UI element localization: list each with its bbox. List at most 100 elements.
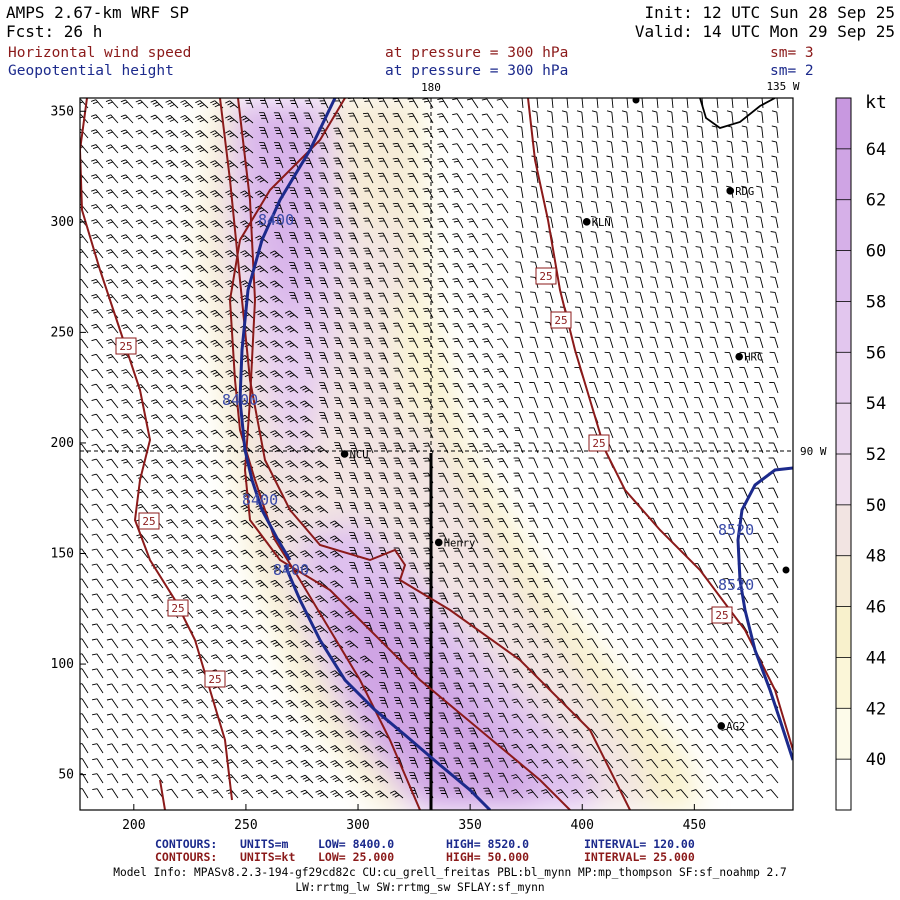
colorbar-label: 42 <box>866 699 886 719</box>
speed-label: 25 <box>715 609 728 622</box>
speed-label: 25 <box>119 340 132 353</box>
speed-labels: 25 25 25 25 25 25 25 25 <box>115 267 733 688</box>
station-label: NCU <box>350 449 369 461</box>
model-info-line2: LW:rrtmg_lw SW:rrtmg_sw SFLAY:sf_mynn <box>295 881 544 894</box>
speed-label: 25 <box>592 437 605 450</box>
colorbar-swatch <box>836 403 851 455</box>
contours-blue-interval: INTERVAL= 120.00 <box>584 837 695 851</box>
model-title: AMPS 2.67-km WRF SP <box>6 3 189 22</box>
field1-level: at pressure = 300 hPa <box>385 45 568 61</box>
field1-name: Horizontal wind speed <box>8 45 191 61</box>
colorbar-label: 52 <box>866 445 886 465</box>
station-marker <box>735 352 743 361</box>
y-tick-label: 350 <box>51 104 74 119</box>
x-tick-label: 350 <box>458 818 481 833</box>
speed-label: 25 <box>208 673 221 686</box>
x-tick-label: 200 <box>122 818 145 833</box>
y-tick-label: 250 <box>51 325 74 340</box>
lon-180-label: 180 <box>421 81 441 94</box>
colorbar-swatch <box>836 606 851 658</box>
station-marker <box>434 538 443 547</box>
speed-label-box <box>167 599 189 617</box>
colorbar-swatch <box>836 301 851 353</box>
speed-label: 25 <box>554 314 567 327</box>
y-axis: 50 100 150 200 250 300 350 <box>51 104 86 783</box>
colorbar-swatch <box>836 98 851 150</box>
x-axis: 200 250 300 350 400 450 <box>122 804 706 833</box>
station-marker-edge <box>632 98 640 104</box>
colorbar-swatch <box>836 555 851 608</box>
speed-label: 25 <box>142 515 155 528</box>
coastline <box>699 98 776 129</box>
speed-label: 25 <box>539 270 552 283</box>
contours-blue-high: HIGH= 8520.0 <box>446 837 529 851</box>
height-contours <box>238 98 793 810</box>
speed-label: 25 <box>171 602 184 615</box>
valid-time: Valid: 14 UTC Mon 29 Sep 25 <box>635 22 895 41</box>
colorbar-label: 64 <box>866 140 886 160</box>
colorbar: 64 62 60 58 56 54 52 50 48 46 44 42 40 <box>835 97 886 811</box>
speed-label-box <box>204 670 226 688</box>
station-markers: KLN RDG HRC NCU Henry AG2 <box>340 186 763 733</box>
station-label: Henry <box>444 537 476 549</box>
y-tick-label: 100 <box>51 657 74 672</box>
speed-label-box <box>588 434 610 452</box>
colorbar-label: 60 <box>866 242 886 262</box>
y-tick-label: 150 <box>51 547 74 562</box>
contours-red-units: UNITS=kt <box>240 850 295 864</box>
station-marker <box>726 187 735 195</box>
height-label: 8520 <box>718 576 754 594</box>
colorbar-swatch <box>836 759 851 811</box>
x-tick-label: 300 <box>346 818 369 833</box>
model-info-line1: Model Info: MPASv8.2.3-194-gf29cd82c CU:… <box>113 866 787 879</box>
station-marker <box>717 722 726 730</box>
lon-135w-label: 135 W <box>766 80 799 93</box>
colorbar-swatch <box>836 352 851 404</box>
contours-blue-low: LOW= 8400.0 <box>318 837 394 851</box>
speed-label-box <box>550 311 572 329</box>
colorbar-label: 62 <box>866 191 886 211</box>
colorbar-label: 58 <box>866 292 886 312</box>
height-label: 8400 <box>258 211 294 229</box>
height-label: 8400 <box>222 391 258 409</box>
colorbar-label: 56 <box>866 343 886 363</box>
contours-red-label: CONTOURS: <box>155 850 217 864</box>
colorbar-label: 48 <box>866 547 886 567</box>
colorbar-label: 54 <box>866 394 886 414</box>
speed-label-box <box>115 337 137 355</box>
station-marker-edge <box>782 566 790 574</box>
station-label: RDG <box>735 186 754 198</box>
field1-smooth: sm= 3 <box>770 45 814 61</box>
x-tick-label: 450 <box>683 818 706 833</box>
station-marker <box>340 450 349 458</box>
y-tick-label: 300 <box>51 215 74 230</box>
field2-level: at pressure = 300 hPa <box>385 63 568 79</box>
station-label: HRC <box>744 352 763 364</box>
contours-red-high: HIGH= 50.000 <box>446 850 529 864</box>
colorbar-label: 46 <box>866 598 886 618</box>
field2-smooth: sm= 2 <box>770 63 814 79</box>
colorbar-swatch <box>836 504 851 557</box>
contours-red-interval: INTERVAL= 25.000 <box>584 850 695 864</box>
station-marker <box>582 218 591 226</box>
height-label: 8400 <box>273 561 309 579</box>
colorbar-swatch <box>836 199 851 252</box>
speed-label-box <box>138 512 160 530</box>
speed-label-box <box>711 606 733 624</box>
colorbar-label: 44 <box>866 648 886 668</box>
colorbar-swatch <box>836 148 851 201</box>
colorbar-label: 40 <box>866 750 886 770</box>
height-label: 8400 <box>242 491 278 509</box>
y-tick-label: 50 <box>58 768 74 783</box>
init-time: Init: 12 UTC Sun 28 Sep 25 <box>645 3 895 22</box>
station-label: KLN <box>592 217 611 229</box>
contours-blue-label: CONTOURS: <box>155 837 217 851</box>
x-tick-label: 250 <box>234 818 257 833</box>
forecast-hour: Fcst: 26 h <box>6 22 102 41</box>
contours-red-low: LOW= 25.000 <box>318 850 394 864</box>
colorbar-swatch <box>836 454 851 506</box>
plot-frame <box>79 97 794 811</box>
y-tick-label: 200 <box>51 436 74 451</box>
field2-name: Geopotential height <box>8 63 174 79</box>
